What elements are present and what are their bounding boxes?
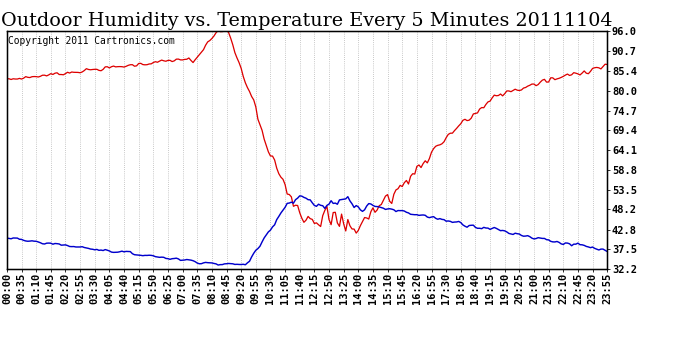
Title: Outdoor Humidity vs. Temperature Every 5 Minutes 20111104: Outdoor Humidity vs. Temperature Every 5… [1, 12, 613, 30]
Text: Copyright 2011 Cartronics.com: Copyright 2011 Cartronics.com [8, 36, 175, 46]
